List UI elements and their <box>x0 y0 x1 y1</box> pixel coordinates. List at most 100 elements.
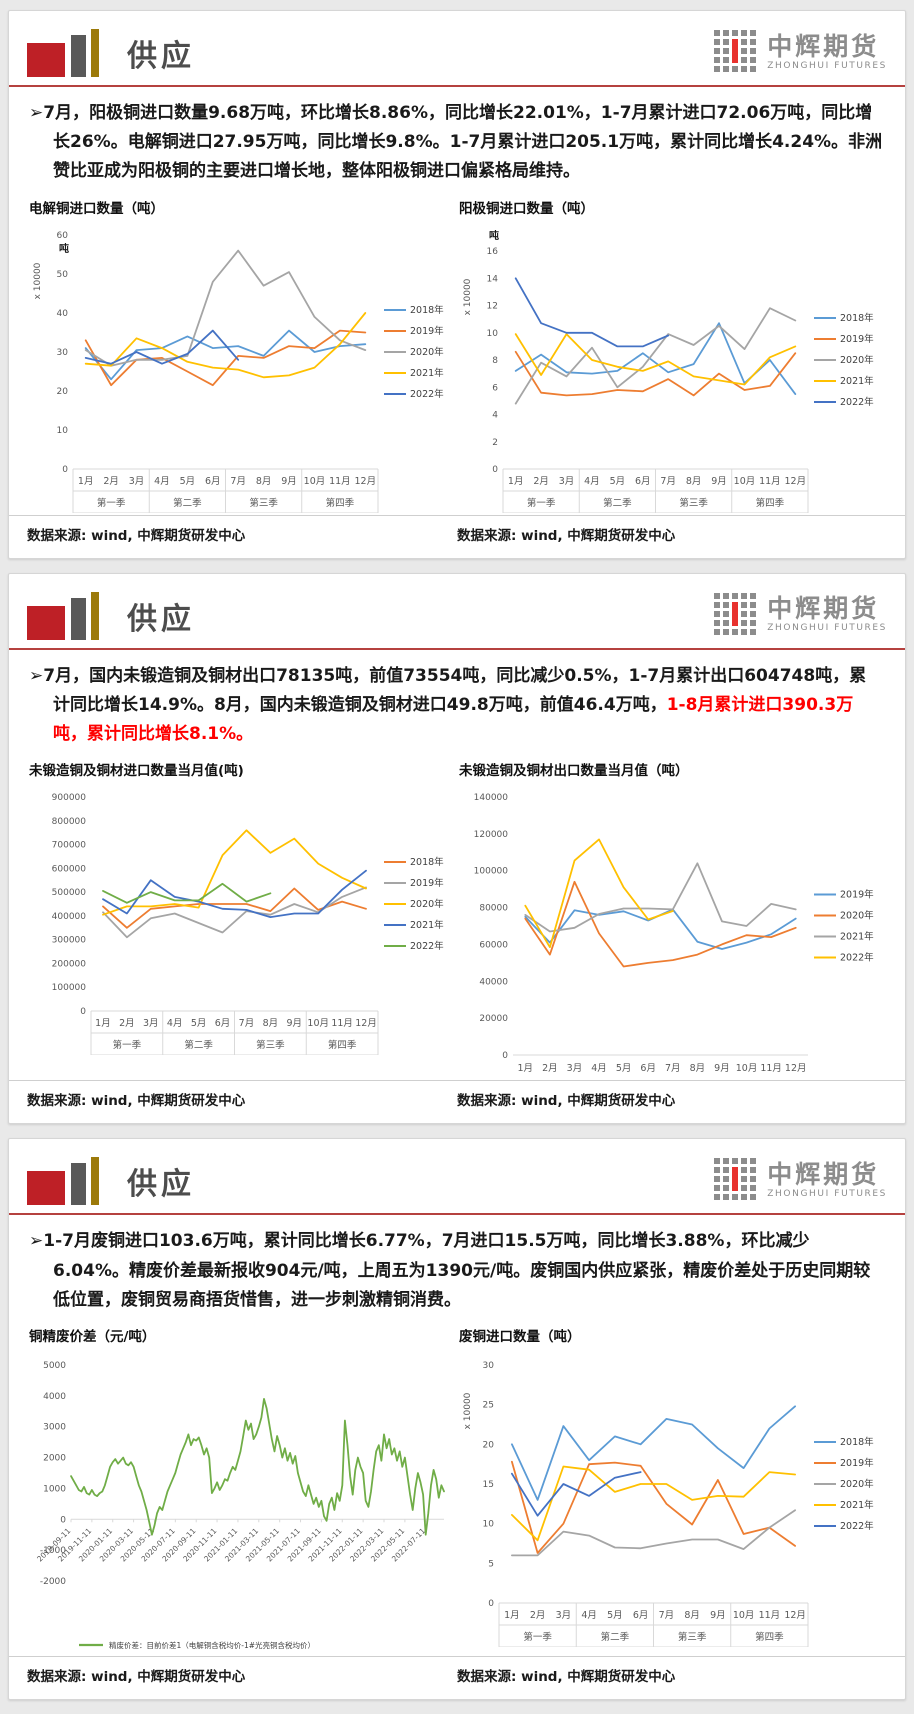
chart-title: 铜精废价差（元/吨） <box>29 1329 156 1346</box>
svg-text:200000: 200000 <box>52 960 87 970</box>
svg-text:12月: 12月 <box>354 476 376 487</box>
svg-text:700000: 700000 <box>52 841 87 851</box>
svg-text:2021年: 2021年 <box>840 375 874 387</box>
gray-block <box>71 597 86 640</box>
chart-title: 电解铜进口数量（吨） <box>29 200 164 217</box>
svg-text:8月: 8月 <box>684 1610 700 1621</box>
svg-text:2018年: 2018年 <box>840 312 874 324</box>
header-title-group: 供应 <box>27 1157 195 1206</box>
svg-text:6月: 6月 <box>640 1063 656 1074</box>
svg-text:2021年: 2021年 <box>840 931 874 943</box>
chart-title: 未锻造铜及铜材进口数量当月值(吨) <box>29 763 244 780</box>
gold-block <box>91 591 99 640</box>
svg-text:2020年: 2020年 <box>840 354 874 366</box>
svg-text:6月: 6月 <box>633 1610 649 1621</box>
brand-subtitle: ZHONGHUI FUTURES <box>767 1188 887 1199</box>
red-block <box>27 43 65 77</box>
logo-mark-icon <box>714 30 757 72</box>
chart-electrolytic-copper-imports: 电解铜进口数量（吨） 60 50 40 30 20 10 0 吨 x 10000 1月 2月 3月 4月… <box>27 195 457 513</box>
svg-text:10月: 10月 <box>307 1018 329 1029</box>
svg-text:500000: 500000 <box>52 889 87 899</box>
svg-text:2020年: 2020年 <box>410 898 444 910</box>
chart-title: 阳极铜进口数量（吨） <box>459 200 594 217</box>
svg-text:0: 0 <box>488 1599 494 1609</box>
supply-panel-1: 供应 中辉期货 ZHONGHUI FUTURES ➢7月，阳极铜进口数量9.68… <box>8 10 906 559</box>
svg-text:800000: 800000 <box>52 817 87 827</box>
chart-title: 未锻造铜及铜材出口数量当月值（吨） <box>459 763 689 780</box>
svg-text:20: 20 <box>483 1440 495 1450</box>
svg-text:第二季: 第二季 <box>184 1039 213 1051</box>
svg-text:第四季: 第四季 <box>326 497 355 509</box>
svg-text:第四季: 第四季 <box>328 1039 357 1051</box>
chart-scrap-copper-imports: 废铜进口数量（吨） 30 25 20 15 10 5 0 x 10000 1月 2月 3月 4月 5月 6… <box>457 1323 887 1654</box>
svg-text:第四季: 第四季 <box>755 1631 784 1643</box>
svg-text:2018年: 2018年 <box>410 304 444 316</box>
brand-name: 中辉期货 <box>767 31 880 61</box>
logo-text: 中辉期货 ZHONGHUI FUTURES <box>767 596 887 633</box>
svg-text:3月: 3月 <box>143 1018 159 1029</box>
svg-text:11月: 11月 <box>759 476 781 487</box>
svg-text:6月: 6月 <box>215 1018 231 1029</box>
svg-text:40000: 40000 <box>479 978 508 988</box>
svg-text:第二季: 第二季 <box>173 497 202 509</box>
source-row: 数据来源: wind, 中辉期货研发中心 数据来源: wind, 中辉期货研发中… <box>9 1080 905 1117</box>
svg-text:2022年: 2022年 <box>840 952 874 964</box>
summary-text: ➢7月，国内未锻造铜及铜材出口78135吨，前值73554吨，同比减少0.5%，… <box>29 665 867 745</box>
svg-text:2月: 2月 <box>103 476 119 487</box>
svg-text:900000: 900000 <box>52 793 87 803</box>
svg-text:1000: 1000 <box>43 1485 66 1495</box>
svg-text:11月: 11月 <box>329 476 351 487</box>
svg-text:5000: 5000 <box>43 1361 66 1371</box>
logo-text: 中辉期货 ZHONGHUI FUTURES <box>767 1162 887 1199</box>
svg-text:3月: 3月 <box>556 1610 572 1621</box>
svg-text:10: 10 <box>483 1520 495 1530</box>
svg-text:x 10000: x 10000 <box>463 278 473 315</box>
svg-text:精废价差：目前价差1（电解铜含税均价-1#光亮铜含税均价）: 精废价差：目前价差1（电解铜含税均价-1#光亮铜含税均价） <box>109 1640 315 1650</box>
brand-logo: 中辉期货 ZHONGHUI FUTURES <box>713 1157 887 1203</box>
svg-text:60000: 60000 <box>479 941 508 951</box>
bullet-arrow-icon: ➢ <box>29 1231 44 1252</box>
refined-scrap-spread-chart: 500040003000200010000-1000-20002019-09-1… <box>35 1361 445 1650</box>
svg-text:第一季: 第一季 <box>113 1039 142 1051</box>
svg-text:2019年: 2019年 <box>840 889 874 901</box>
brand-logo: 中辉期货 ZHONGHUI FUTURES <box>713 29 887 75</box>
svg-text:12月: 12月 <box>784 476 806 487</box>
svg-text:6: 6 <box>492 383 498 393</box>
svg-text:0: 0 <box>80 1007 86 1017</box>
supply-panel-3: 供应 中辉期货 ZHONGHUI FUTURES ➢1-7月废铜进口103.6万… <box>8 1138 906 1701</box>
svg-text:5月: 5月 <box>610 476 626 487</box>
svg-text:4月: 4月 <box>154 476 170 487</box>
svg-text:第一季: 第一季 <box>523 1631 552 1643</box>
svg-text:1月: 1月 <box>504 1610 520 1621</box>
charts-row: 铜精废价差（元/吨） 5000 4000 3000 2000 1000 0 -1000 -20… <box>27 1323 887 1654</box>
svg-text:10月: 10月 <box>304 476 326 487</box>
svg-text:5: 5 <box>488 1559 494 1569</box>
svg-text:10月: 10月 <box>736 1063 758 1074</box>
svg-text:11月: 11月 <box>759 1610 781 1621</box>
svg-text:2月: 2月 <box>533 476 549 487</box>
svg-text:7月: 7月 <box>660 476 676 487</box>
data-source: 数据来源: wind, 中辉期货研发中心 <box>457 1093 676 1110</box>
source-row: 数据来源: wind, 中辉期货研发中心 数据来源: wind, 中辉期货研发中… <box>9 1656 905 1693</box>
svg-text:100000: 100000 <box>52 984 87 994</box>
svg-text:2020年: 2020年 <box>840 910 874 922</box>
data-source: 数据来源: wind, 中辉期货研发中心 <box>27 1669 246 1686</box>
supply-panel-2: 供应 中辉期货 ZHONGHUI FUTURES ➢7月，国内未锻造铜及铜材出口… <box>8 572 906 1125</box>
chart-refined-scrap-spread: 铜精废价差（元/吨） 5000 4000 3000 2000 1000 0 -1000 -20… <box>27 1323 457 1654</box>
svg-text:9月: 9月 <box>714 1063 730 1074</box>
svg-text:4月: 4月 <box>581 1610 597 1621</box>
charts-row: 未锻造铜及铜材进口数量当月值(吨) 900000 800000 700000 6000… <box>27 757 887 1078</box>
svg-text:5月: 5月 <box>191 1018 207 1029</box>
svg-text:10月: 10月 <box>734 476 756 487</box>
svg-text:600000: 600000 <box>52 865 87 875</box>
bullet-arrow-icon: ➢ <box>29 103 44 123</box>
bullet-arrow-icon: ➢ <box>29 665 44 686</box>
svg-text:12月: 12月 <box>784 1610 806 1621</box>
svg-text:第三季: 第三季 <box>679 497 708 509</box>
svg-text:第二季: 第二季 <box>601 1631 630 1643</box>
highlighted-text: 1-8月累计进口390.3万吨，累计同比增长8.1%。 <box>53 694 854 745</box>
svg-text:2021年: 2021年 <box>410 919 444 931</box>
panel-header: 供应 中辉期货 ZHONGHUI FUTURES <box>27 584 887 640</box>
svg-text:2月: 2月 <box>530 1610 546 1621</box>
charts-row: 电解铜进口数量（吨） 60 50 40 30 20 10 0 吨 x 10000 1月 2月 3月 4月… <box>27 195 887 513</box>
